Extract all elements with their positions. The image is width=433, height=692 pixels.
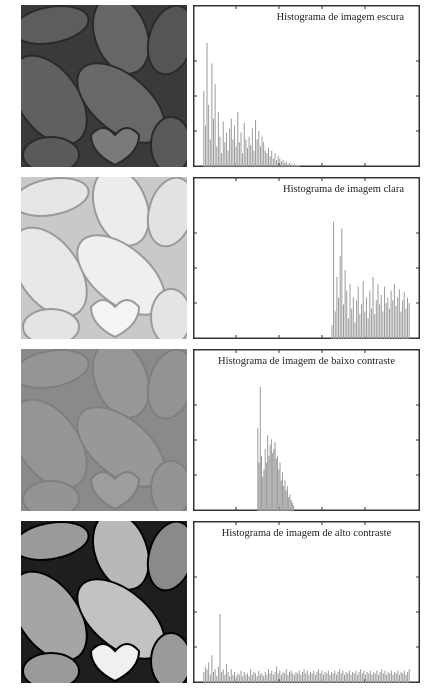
row-high-contrast: Histograma de imagem de alto contraste bbox=[0, 521, 433, 683]
histogram-title: Histograma de imagem de alto contraste bbox=[222, 528, 392, 539]
pollen-image-low-contrast bbox=[21, 349, 187, 511]
pollen-image-dark bbox=[21, 5, 187, 167]
histogram-frame bbox=[193, 177, 420, 339]
histogram-frame bbox=[193, 5, 420, 167]
pollen-image-light bbox=[21, 177, 187, 339]
row-low-contrast: Histograma de imagem de baixo contraste bbox=[0, 349, 433, 511]
histogram-panel: Histograma de imagem de alto contraste bbox=[193, 521, 420, 683]
histogram-panel: Histograma de imagem clara bbox=[193, 177, 420, 339]
histogram-title: Histograma de imagem clara bbox=[283, 184, 404, 195]
histogram-frame bbox=[193, 521, 420, 683]
row-dark: Histograma de imagem escura bbox=[0, 5, 433, 167]
histogram-panel: Histograma de imagem escura bbox=[193, 5, 420, 167]
row-light: Histograma de imagem clara bbox=[0, 177, 433, 339]
pollen-image-high-contrast bbox=[21, 521, 187, 683]
histogram-frame bbox=[193, 349, 420, 511]
histogram-title: Histograma de imagem de baixo contraste bbox=[218, 356, 395, 367]
histogram-title: Histograma de imagem escura bbox=[277, 12, 405, 23]
histogram-panel: Histograma de imagem de baixo contraste bbox=[193, 349, 420, 511]
